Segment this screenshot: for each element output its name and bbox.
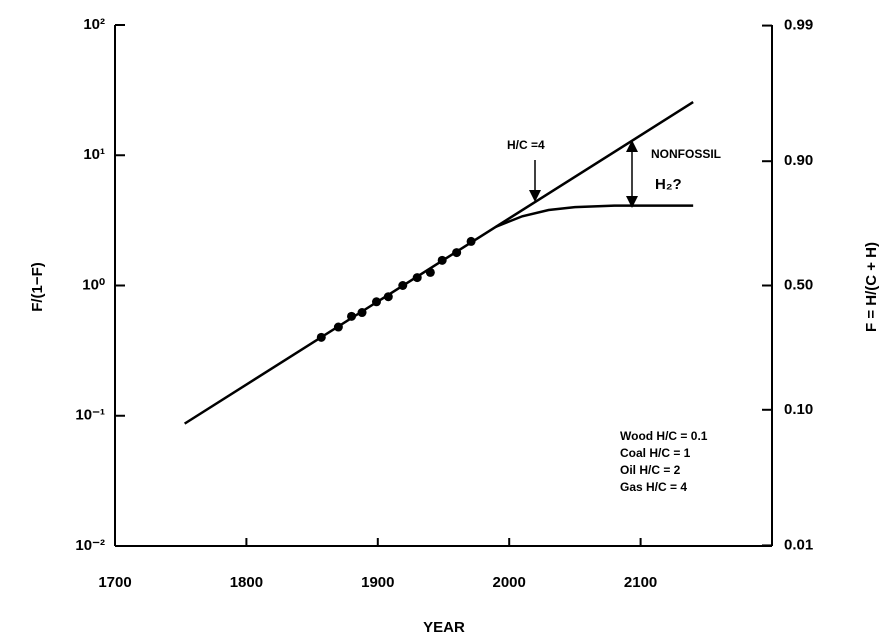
x-tick-label: 1900 <box>361 574 394 591</box>
point <box>452 248 462 258</box>
point <box>383 292 393 302</box>
line <box>495 204 694 228</box>
y-axis-label: F/(1−F) <box>29 262 46 312</box>
point <box>333 322 343 332</box>
y-tick-label: 10⁰ <box>82 276 105 293</box>
y-tick-label: 10¹ <box>83 146 105 163</box>
annotation: NONFOSSIL <box>651 147 721 161</box>
y2-tick-label: 0.10 <box>784 401 813 418</box>
y-tick-label: 10⁻¹ <box>75 407 105 424</box>
point <box>357 308 367 318</box>
y-tick-label: 10² <box>83 16 105 33</box>
x-tick-label: 1800 <box>230 574 263 591</box>
point <box>316 332 326 342</box>
point <box>412 273 422 283</box>
x-tick-label: 2000 <box>493 574 526 591</box>
annotation: H/C =4 <box>507 138 545 152</box>
point <box>398 281 408 290</box>
point <box>425 267 435 277</box>
y2-tick-label: 0.90 <box>784 152 813 169</box>
y-tick-label: 10⁻² <box>75 537 105 554</box>
x-axis-label: YEAR <box>423 619 465 636</box>
note: Wood H/C = 0.1 <box>620 429 708 443</box>
point <box>437 255 447 265</box>
x-tick-label: 2100 <box>624 574 657 591</box>
point <box>371 297 381 307</box>
note: Gas H/C = 4 <box>620 480 687 494</box>
y2-tick-label: 0.50 <box>784 276 813 293</box>
point <box>466 236 476 246</box>
x-tick-label: 1700 <box>98 574 131 591</box>
point <box>347 311 357 321</box>
annotation: H₂? <box>655 176 682 193</box>
note: Coal H/C = 1 <box>620 446 691 460</box>
y2-tick-label: 0.01 <box>784 536 813 553</box>
y2-tick-label: 0.99 <box>784 17 813 34</box>
note: Oil H/C = 2 <box>620 463 681 477</box>
y2-axis-label: F = H/(C + H) <box>863 242 880 332</box>
